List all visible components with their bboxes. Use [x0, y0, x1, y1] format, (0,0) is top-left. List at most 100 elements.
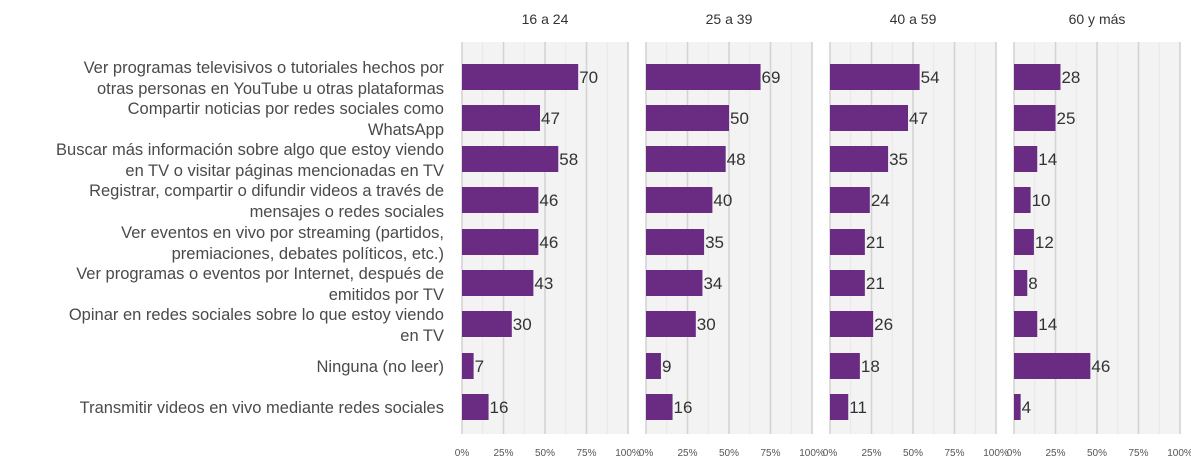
- data-label: 47: [541, 109, 560, 128]
- bar: [830, 394, 849, 420]
- data-label: 34: [703, 274, 722, 293]
- data-label: 46: [539, 191, 558, 210]
- category-label: Opinar en redes sociales sobre lo que es…: [69, 306, 444, 324]
- data-label: 8: [1028, 274, 1037, 293]
- category-label: WhatsApp: [368, 121, 444, 139]
- category-label: Ver programas o eventos por Internet, de…: [76, 265, 444, 283]
- data-label: 69: [762, 68, 781, 87]
- category-label: Buscar más información sobre algo que es…: [56, 141, 444, 159]
- data-label: 16: [490, 398, 509, 417]
- data-label: 12: [1035, 233, 1054, 252]
- data-label: 7: [475, 357, 484, 376]
- bar: [462, 229, 539, 255]
- data-label: 18: [861, 357, 880, 376]
- category-label: Compartir noticias por redes sociales co…: [128, 100, 444, 118]
- category-label: en TV o visitar páginas mencionadas en T…: [125, 162, 444, 180]
- bar: [646, 64, 761, 90]
- data-label: 26: [874, 315, 893, 334]
- bar: [830, 105, 909, 131]
- data-label: 35: [889, 150, 908, 169]
- data-label: 14: [1038, 315, 1057, 334]
- data-label: 24: [871, 191, 890, 210]
- bar: [1014, 394, 1021, 420]
- facet-title: 16 a 24: [522, 11, 569, 27]
- data-label: 28: [1061, 68, 1080, 87]
- category-label: emitidos por TV: [329, 286, 444, 304]
- x-tick-label: 75%: [760, 448, 780, 459]
- bar: [462, 270, 534, 296]
- bar: [646, 311, 696, 337]
- data-label: 30: [697, 315, 716, 334]
- bar: [462, 64, 579, 90]
- bar: [830, 64, 920, 90]
- data-label: 21: [866, 274, 885, 293]
- bar: [830, 146, 889, 172]
- x-tick-label: 75%: [576, 448, 596, 459]
- data-label: 9: [662, 357, 671, 376]
- bar: [462, 146, 559, 172]
- x-tick-label: 50%: [1087, 448, 1107, 459]
- data-label: 43: [534, 274, 553, 293]
- data-label: 70: [579, 68, 598, 87]
- data-label: 50: [730, 109, 749, 128]
- bar: [1014, 64, 1061, 90]
- category-label: otras personas en YouTube u otras plataf…: [97, 80, 444, 98]
- bar: [830, 229, 865, 255]
- data-label: 46: [539, 233, 558, 252]
- data-label: 11: [849, 398, 867, 417]
- category-label: Registrar, compartir o difundir videos a…: [89, 182, 444, 200]
- bar: [462, 187, 539, 213]
- data-label: 14: [1038, 150, 1057, 169]
- bar: [1014, 311, 1038, 337]
- category-label: premiaciones, debates políticos, etc.): [172, 245, 444, 263]
- category-label: Transmitir videos en vivo mediante redes…: [80, 399, 444, 417]
- bar: [646, 105, 729, 131]
- bar: [830, 187, 870, 213]
- bar: [646, 270, 703, 296]
- bar: [1014, 229, 1034, 255]
- category-label: mensajes o redes sociales: [250, 203, 444, 221]
- bar: [1014, 270, 1028, 296]
- data-label: 54: [921, 68, 940, 87]
- bar: [830, 311, 874, 337]
- x-tick-label: 100%: [615, 448, 641, 459]
- bar: [462, 353, 474, 379]
- data-label: 30: [513, 315, 532, 334]
- data-label: 25: [1057, 109, 1076, 128]
- bar: [830, 270, 865, 296]
- x-tick-label: 0%: [455, 448, 470, 459]
- facet-title: 25 a 39: [706, 11, 753, 27]
- x-tick-label: 0%: [1007, 448, 1022, 459]
- x-tick-label: 50%: [903, 448, 923, 459]
- bar: [830, 353, 860, 379]
- x-tick-label: 100%: [1167, 448, 1191, 459]
- data-label: 4: [1022, 398, 1031, 417]
- bar: [646, 229, 705, 255]
- x-tick-label: 25%: [493, 448, 513, 459]
- data-label: 21: [866, 233, 885, 252]
- facet-title: 60 y más: [1069, 11, 1126, 27]
- x-tick-label: 50%: [719, 448, 739, 459]
- x-tick-label: 25%: [677, 448, 697, 459]
- facet-title: 40 a 59: [890, 11, 937, 27]
- x-tick-label: 50%: [535, 448, 555, 459]
- data-label: 48: [727, 150, 746, 169]
- x-tick-label: 75%: [944, 448, 964, 459]
- data-label: 10: [1032, 191, 1051, 210]
- bar: [646, 394, 673, 420]
- x-tick-label: 25%: [861, 448, 881, 459]
- x-tick-label: 100%: [799, 448, 825, 459]
- bar: [1014, 146, 1038, 172]
- data-label: 35: [705, 233, 724, 252]
- data-label: 40: [713, 191, 732, 210]
- data-label: 16: [674, 398, 693, 417]
- x-tick-label: 0%: [639, 448, 654, 459]
- bar: [1014, 187, 1031, 213]
- bar: [462, 105, 541, 131]
- bar: [646, 146, 726, 172]
- data-label: 47: [909, 109, 928, 128]
- category-label: Ver eventos en vivo por streaming (parti…: [121, 224, 444, 242]
- bar: [462, 394, 489, 420]
- category-label: Ver programas televisivos o tutoriales h…: [84, 59, 445, 77]
